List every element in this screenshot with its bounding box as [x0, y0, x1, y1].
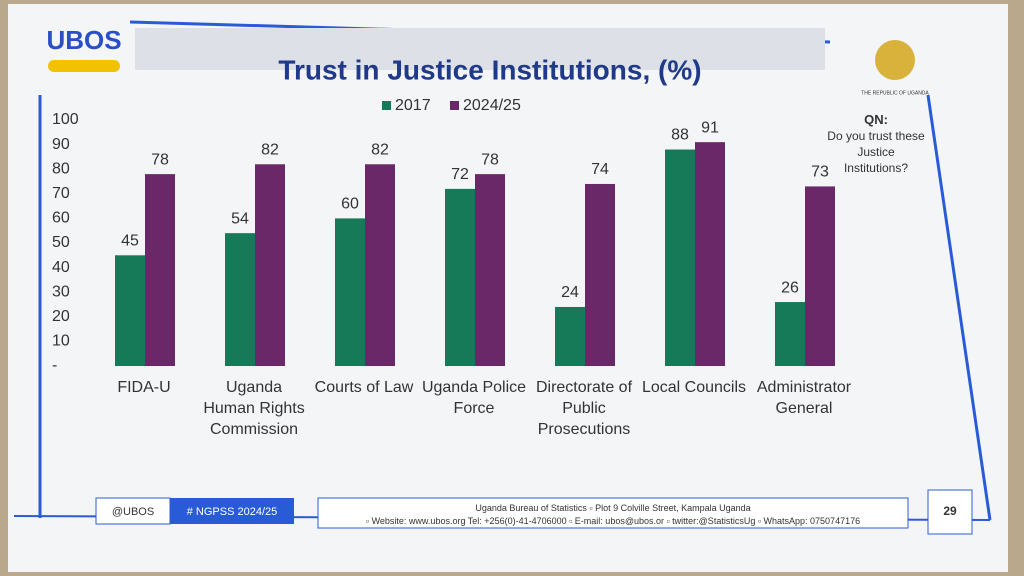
bar [555, 306, 585, 366]
value-label: 82 [371, 141, 389, 158]
right-rule [926, 94, 992, 521]
y-tick-label: 80 [52, 160, 70, 177]
bar [585, 183, 615, 366]
contact-box [317, 497, 909, 529]
y-tick-label: 70 [52, 185, 70, 202]
question: QN: Do you trust these Justice Instituti… [826, 112, 926, 176]
bar [335, 218, 365, 366]
y-tick-label: 10 [52, 333, 70, 350]
bar [475, 174, 505, 366]
legend-swatch [382, 101, 391, 110]
page-box [927, 489, 973, 535]
legend-label: 2024/25 [463, 97, 521, 114]
y-tick-label: 50 [52, 234, 70, 251]
x-tick-label: Uganda Human Rights Commission [203, 379, 305, 438]
value-label: 73 [811, 164, 829, 181]
question-label: QN: [864, 112, 888, 127]
value-label: 82 [261, 141, 279, 158]
republic: THE REPUBLIC OF UGANDA [861, 90, 929, 96]
legend-label: 2017 [395, 97, 431, 114]
value-label: 60 [341, 196, 359, 213]
bar [115, 255, 145, 366]
title-band [135, 28, 825, 70]
value-label: 26 [781, 279, 799, 296]
value-label: 74 [591, 161, 609, 178]
x-tick-label: Directorate of Public Prosecutions [535, 379, 633, 438]
question-text: Do you trust these Justice Institutions? [827, 129, 925, 175]
bar [225, 233, 255, 366]
value-label: 91 [701, 119, 719, 136]
bar [445, 188, 475, 366]
x-tick-label: Uganda Police Force [421, 379, 527, 417]
footer-handle: @UBOS [112, 506, 154, 518]
x-tick-label: FIDA-U [117, 379, 171, 396]
logo: UBOS [46, 25, 121, 55]
value-label: 54 [231, 210, 249, 227]
y-tick-label: 30 [52, 283, 70, 300]
bar [255, 164, 285, 366]
value-label: 24 [561, 284, 579, 301]
x-tick-label: Local Councils [641, 379, 747, 396]
y-tick-label: 100 [52, 111, 79, 128]
value-label: 88 [671, 127, 689, 144]
value-label: 78 [481, 151, 499, 168]
footer-hashtag: # NGPSS 2024/25 [187, 506, 278, 518]
page-number: 29 [943, 504, 957, 518]
bar [365, 164, 395, 366]
footer-address: Uganda Bureau of Statistics ▫ Plot 9 Col… [475, 503, 751, 513]
y-tick-label: 60 [52, 210, 70, 227]
footer-contacts: ▫ Website: www.ubos.org Tel: +256(0)-41-… [365, 516, 861, 526]
bar [775, 302, 805, 366]
value-label: 78 [151, 151, 169, 168]
bar [695, 142, 725, 366]
value-label: 72 [451, 166, 469, 183]
bar [805, 186, 835, 366]
coat-of-arms [875, 40, 915, 80]
y-tick-label: 20 [52, 308, 70, 325]
hashtag-box [170, 498, 294, 524]
bar [665, 149, 695, 366]
logo-ribbon [48, 60, 120, 72]
y-tick-label: 90 [52, 136, 70, 153]
legend-swatch [450, 101, 459, 110]
y-tick-label: 40 [52, 259, 70, 276]
chart-title: Trust in Justice Institutions, (%) [278, 54, 701, 85]
bar [145, 174, 175, 366]
x-tick-label: Courts of Law [314, 379, 414, 396]
x-tick-label: Administrator General [756, 379, 852, 417]
value-label: 45 [121, 233, 139, 250]
y-tick-label: - [52, 357, 57, 374]
